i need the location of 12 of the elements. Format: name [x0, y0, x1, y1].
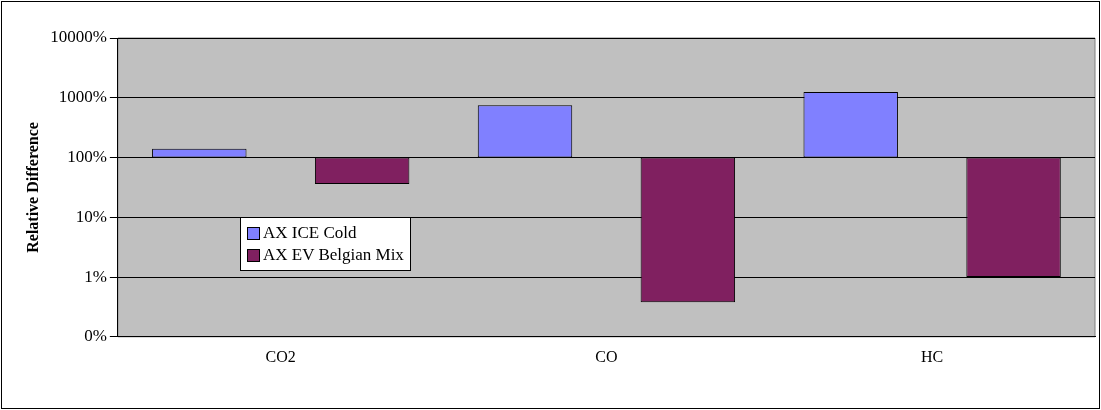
y-tick-label: 10%: [75, 206, 107, 226]
x-tick-label: HC: [921, 347, 944, 365]
y-tick-label: 1%: [84, 266, 107, 286]
y-axis-title: Relative Difference: [23, 122, 41, 253]
legend-label: AX ICE Cold: [263, 223, 357, 244]
y-tick-label: 1000%: [58, 87, 107, 107]
y-tick-label: 0%: [84, 326, 107, 346]
legend-label: AX EV Belgian Mix: [263, 245, 404, 266]
y-tick-label: 100%: [67, 146, 107, 166]
x-tick-label: CO: [595, 347, 618, 365]
x-tick-label: CO2: [265, 347, 296, 365]
y-tick-label: 10000%: [50, 27, 107, 47]
